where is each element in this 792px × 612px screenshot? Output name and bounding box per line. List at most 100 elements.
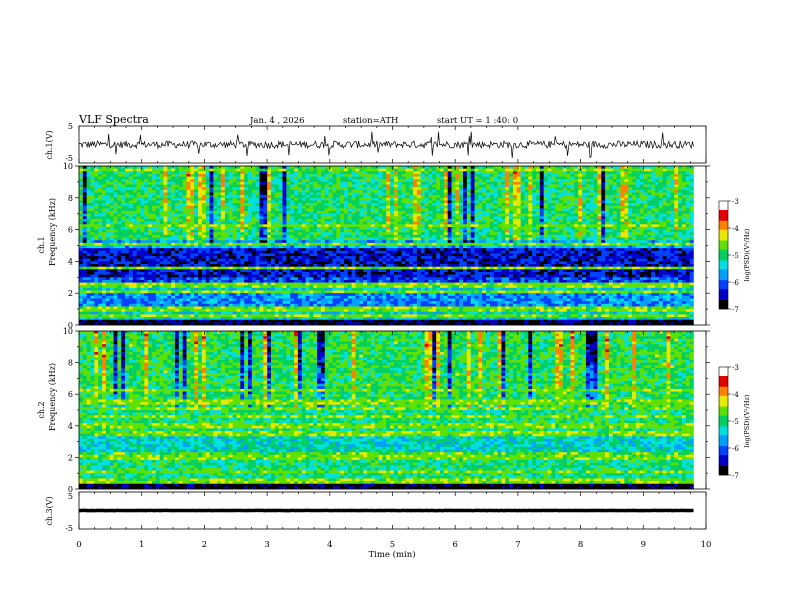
spectrogram-cell [428, 213, 433, 217]
spectrogram-cell [255, 173, 260, 177]
spectrogram-cell [551, 240, 556, 244]
spectrogram-cell [570, 200, 575, 204]
spectrogram-cell [658, 187, 664, 191]
spectrogram-cell [347, 208, 352, 212]
spectrogram-cell [159, 242, 164, 246]
spectrogram-cell [612, 221, 617, 225]
spectrogram-cell [455, 195, 460, 199]
spectrogram-cell [509, 192, 514, 196]
spectrogram-cell [632, 219, 637, 222]
spectrogram-cell [324, 195, 329, 199]
spectrogram-cell [378, 171, 383, 175]
spectrogram-cell [585, 179, 591, 183]
spectrogram-cell [102, 213, 107, 217]
spectrogram-cell [305, 179, 310, 183]
spectrogram-cell [643, 234, 648, 238]
spectrogram-cell [198, 237, 203, 241]
spectrogram-cell [244, 166, 249, 169]
spectrogram-cell [482, 208, 487, 212]
spectrogram-cell [175, 245, 180, 249]
spectrogram-cell [155, 187, 160, 191]
spectrogram-cell [539, 200, 544, 204]
spectrogram-cell [593, 211, 598, 214]
spectrogram-cell [151, 229, 157, 233]
spectrogram-cell [320, 203, 326, 207]
spectrogram-cell [155, 248, 160, 252]
spectrogram-cell [601, 205, 606, 209]
spectrogram-cell [470, 166, 475, 169]
spectrogram-cell [190, 232, 195, 236]
spectrogram-cell [221, 213, 226, 217]
spectrogram-cell [570, 176, 575, 180]
spectrogram-cell [140, 232, 145, 236]
spectrogram-cell [182, 242, 187, 246]
spectrogram-cell [497, 179, 502, 183]
spectrogram-cell [440, 226, 445, 230]
spectrogram-cell [109, 219, 114, 222]
spectrogram-cell [151, 200, 157, 204]
spectrogram-cell [113, 234, 118, 238]
spectrogram-cell [401, 234, 406, 238]
spectrogram-cell [528, 179, 533, 183]
spectrogram-cell [497, 189, 502, 193]
spectrogram-cell [336, 234, 341, 238]
spectrogram-cell [620, 173, 625, 177]
spectrogram-cell [424, 168, 429, 172]
spectrogram-cell [313, 242, 318, 246]
spectrogram-cell [555, 205, 560, 209]
spectrogram-cell [367, 234, 372, 238]
spectrogram-cell [109, 248, 114, 252]
spectrogram-cell [539, 179, 544, 183]
spectrogram-cell [247, 184, 253, 188]
spectrogram-cell [271, 234, 276, 238]
spectrogram-cell [163, 224, 168, 228]
spectrogram-cell [512, 176, 518, 180]
spectrogram-cell [443, 232, 448, 236]
spectrogram-cell [397, 166, 402, 169]
spectrogram-cell [144, 189, 149, 193]
spectrogram-cell [286, 181, 291, 185]
spectrogram-cell [566, 211, 571, 214]
spectrogram-cell [367, 211, 372, 214]
spectrogram-cell [159, 173, 164, 177]
spectrogram-cell [662, 208, 667, 212]
spectrogram-cell [413, 224, 418, 228]
spectrogram-cell [486, 171, 491, 175]
spectrogram-cell [105, 240, 111, 244]
spectrogram-cell [678, 168, 683, 172]
spectrogram-cell [662, 168, 667, 172]
spectrogram-cell [236, 203, 241, 207]
spectrogram-cell [486, 166, 491, 169]
spectrogram-cell [190, 240, 195, 244]
spectrogram-cell [405, 224, 410, 228]
spectrogram-cell [109, 189, 114, 193]
spectrogram-cell [190, 181, 195, 185]
spectrogram-cell [155, 219, 160, 222]
spectrogram-cell [98, 192, 103, 196]
spectrogram-cell [367, 205, 372, 209]
spectrogram-cell [413, 197, 418, 201]
spectrogram-cell [440, 168, 445, 172]
spectrogram-cell [516, 240, 521, 244]
spectrogram-cell [113, 195, 118, 199]
spectrogram-cell [440, 171, 445, 175]
spectrogram-cell [236, 189, 241, 193]
spectrogram-cell [171, 189, 176, 193]
spectrogram-cell [294, 226, 299, 230]
spectrogram-cell [274, 166, 279, 169]
spectrogram-cell [424, 189, 429, 193]
spectrogram-cell [163, 187, 168, 191]
spectrogram-cell [520, 216, 525, 220]
spectrogram-cell [658, 232, 664, 236]
spectrogram-cell [566, 189, 571, 193]
spectrogram-cell [198, 179, 203, 183]
spectrogram-cell [201, 213, 207, 217]
spectrogram-cell [509, 229, 514, 233]
spectrogram-cell [428, 221, 433, 225]
spectrogram-cell [113, 232, 118, 236]
spectrogram-cell [605, 226, 610, 230]
spectrogram-cell [205, 179, 210, 183]
spectrogram-cell [363, 171, 368, 175]
spectrogram-cell [528, 208, 533, 212]
spectrogram-cell [528, 195, 533, 199]
